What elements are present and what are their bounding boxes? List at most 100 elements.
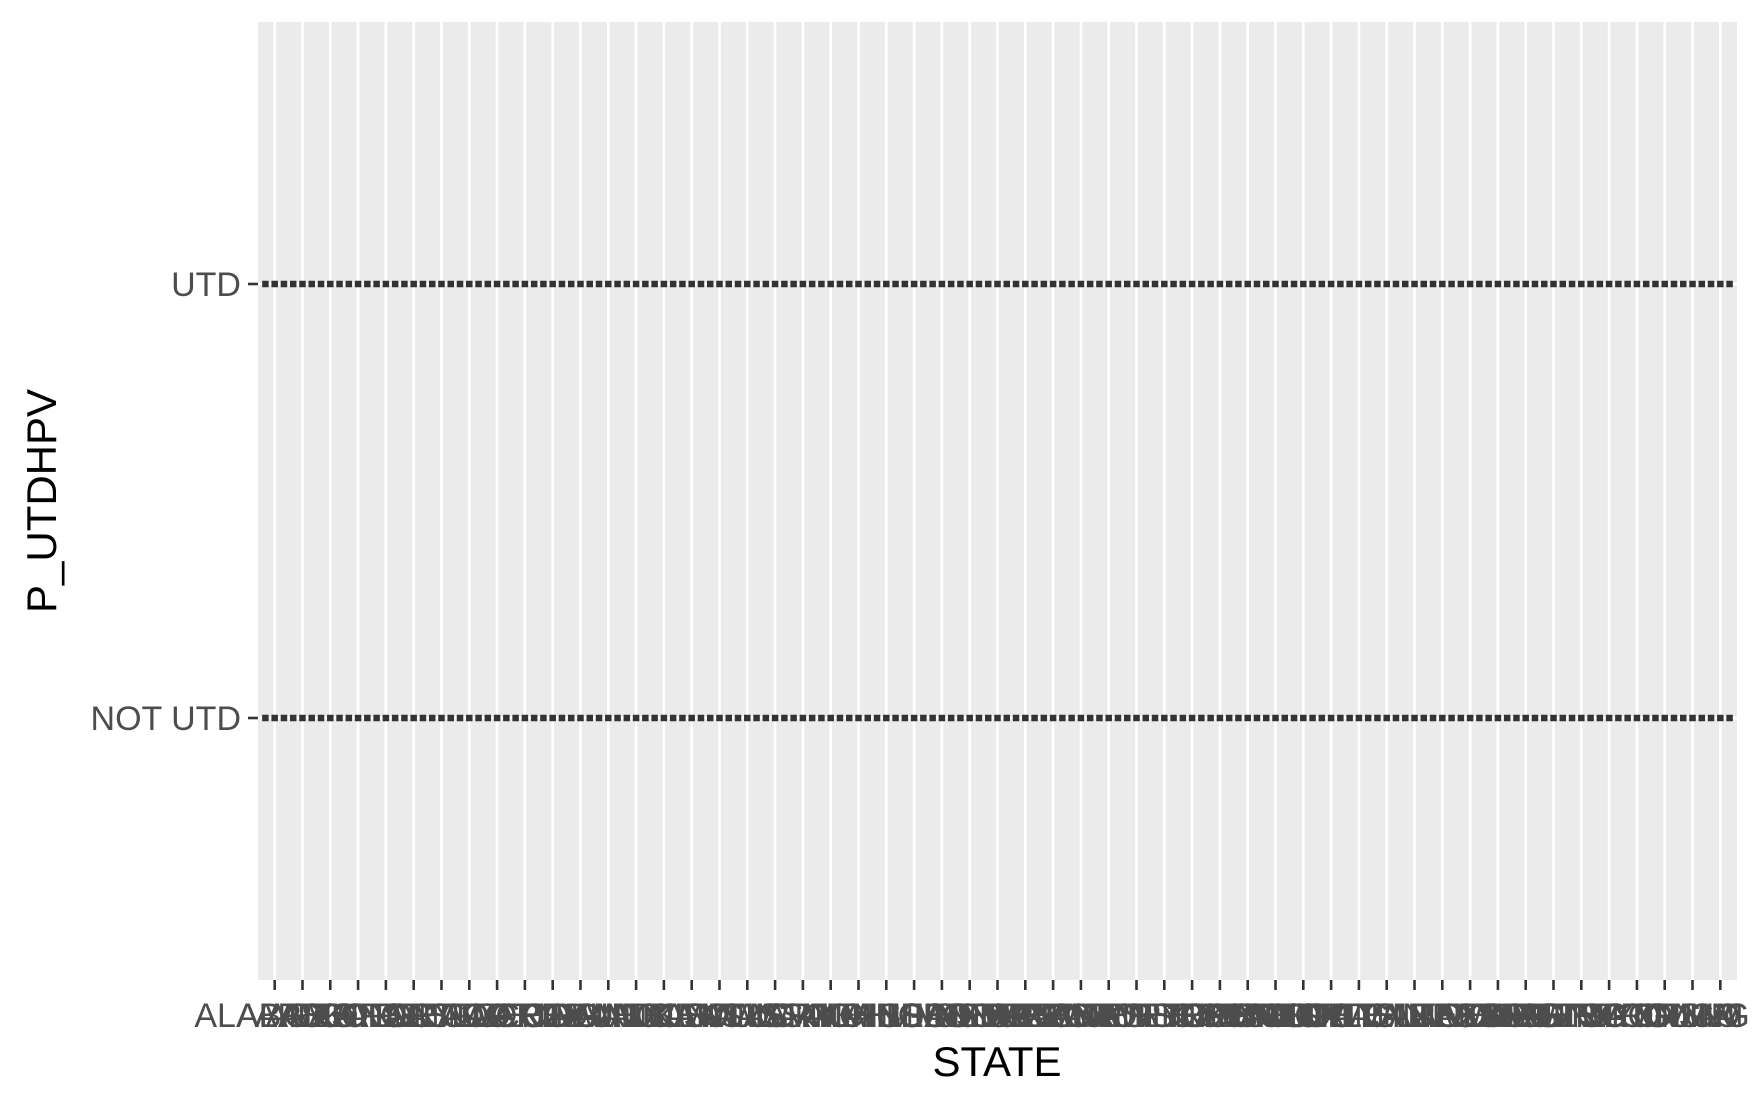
data-point xyxy=(1133,714,1140,722)
data-point xyxy=(883,280,890,288)
data-point xyxy=(1059,714,1066,722)
data-point xyxy=(1318,280,1326,288)
data-point xyxy=(317,714,325,722)
data-point xyxy=(1401,280,1409,288)
data-point xyxy=(1439,280,1446,288)
data-point xyxy=(1401,714,1409,722)
x-tick-label: NEBRASKA xyxy=(933,997,1118,1035)
data-point xyxy=(1225,714,1233,722)
x-tick-label: TEXAS xyxy=(1414,997,1525,1035)
data-point xyxy=(1513,280,1520,288)
data-point xyxy=(1309,280,1316,288)
data-point xyxy=(1494,714,1502,722)
data-point xyxy=(558,280,566,288)
data-point xyxy=(299,280,306,288)
data-point xyxy=(744,714,751,722)
data-point xyxy=(1179,714,1187,722)
data-point xyxy=(382,280,390,288)
data-point xyxy=(818,714,825,722)
y-tick-label: NOT UTD xyxy=(91,700,241,738)
x-tick-label: ILLINOIS xyxy=(566,997,706,1035)
data-point xyxy=(1281,280,1289,288)
data-point xyxy=(1717,280,1724,288)
data-point xyxy=(929,714,936,722)
data-point xyxy=(901,280,909,288)
data-point xyxy=(549,714,556,722)
data-point xyxy=(1077,280,1085,288)
data-point xyxy=(623,280,631,288)
data-point xyxy=(1123,280,1131,288)
data-point xyxy=(1290,280,1298,288)
data-point xyxy=(1466,714,1474,722)
data-point xyxy=(364,280,371,288)
data-point xyxy=(567,714,575,722)
data-point xyxy=(1587,714,1594,722)
data-point xyxy=(910,280,918,288)
data-point xyxy=(521,714,529,722)
data-point xyxy=(1568,714,1576,722)
data-point xyxy=(706,714,714,722)
x-tick-label: MICHIGAN xyxy=(801,997,971,1035)
data-point xyxy=(503,280,510,288)
data-point xyxy=(910,714,918,722)
data-point xyxy=(966,280,973,288)
data-point xyxy=(1550,714,1557,722)
data-point xyxy=(873,280,881,288)
data-point xyxy=(1568,280,1576,288)
data-point xyxy=(632,280,640,288)
data-point xyxy=(1540,714,1548,722)
x-tick-label: GEORGIA xyxy=(473,997,632,1035)
data-point xyxy=(1698,280,1706,288)
data-point xyxy=(1689,280,1696,288)
x-tick-label: KANSAS xyxy=(651,997,789,1035)
x-tick-label: NORTH DAKOTA xyxy=(1086,997,1353,1035)
data-point xyxy=(734,280,742,288)
data-point xyxy=(614,280,621,288)
x-tick-label: IOWA xyxy=(647,997,737,1035)
data-point xyxy=(771,280,779,288)
x-tick-label: KENTUCKY xyxy=(655,997,840,1035)
x-tick-label: NEW MEXICO xyxy=(1025,997,1248,1035)
data-point xyxy=(1605,280,1613,288)
data-point xyxy=(336,714,343,722)
data-point xyxy=(549,280,556,288)
data-point xyxy=(1068,280,1075,288)
x-tick-label: GUAM xyxy=(1642,997,1744,1035)
data-point xyxy=(781,714,788,722)
data-point xyxy=(447,714,455,722)
data-point xyxy=(938,714,946,722)
data-point xyxy=(1364,280,1372,288)
data-point xyxy=(1680,280,1687,288)
data-point xyxy=(521,280,529,288)
data-point xyxy=(289,714,297,722)
x-tick-label: MINNESOTA xyxy=(814,997,1014,1035)
data-point xyxy=(1670,280,1678,288)
x-axis-title: STATE xyxy=(932,1038,1061,1085)
data-point xyxy=(688,714,695,722)
x-tick-label: LOUISIANA xyxy=(684,997,866,1035)
x-tick-label: NORTH CAROLINA xyxy=(1040,997,1344,1035)
data-point xyxy=(410,714,417,722)
data-point xyxy=(1596,714,1604,722)
data-point xyxy=(1105,280,1112,288)
data-point xyxy=(762,280,770,288)
data-point xyxy=(558,714,566,722)
x-tick-label: FLORIDA xyxy=(451,997,599,1035)
x-tick-label: CALIFORNIA xyxy=(284,997,488,1035)
data-point xyxy=(577,714,584,722)
data-point xyxy=(1642,280,1650,288)
x-tick-label: SOUTH CAROLINA xyxy=(1236,997,1539,1035)
data-point xyxy=(1346,280,1353,288)
data-point xyxy=(725,280,733,288)
data-point xyxy=(697,714,705,722)
data-point xyxy=(1151,280,1159,288)
data-point xyxy=(1615,280,1622,288)
data-point xyxy=(1318,714,1326,722)
data-point xyxy=(1290,714,1298,722)
x-tick-label: NEVADA xyxy=(984,997,1122,1035)
data-point xyxy=(1003,280,1011,288)
data-point xyxy=(1355,280,1363,288)
x-tick-label: MONTANA xyxy=(914,997,1082,1035)
data-point xyxy=(438,714,445,722)
